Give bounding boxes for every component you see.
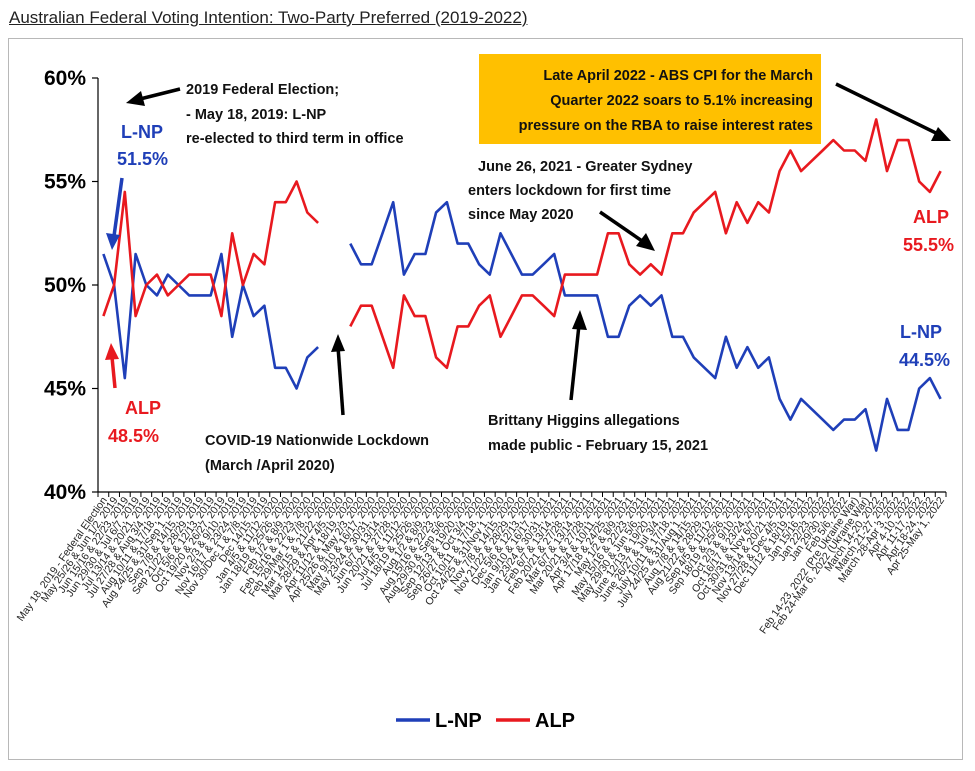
alp-start-arrow — [110, 356, 117, 389]
sydney-arrowhead — [636, 233, 655, 251]
covid-arrow — [336, 346, 345, 416]
cpi-annotation-line-1: Late April 2022 - ABS CPI for the March — [543, 68, 813, 84]
alp-end-label: ALP — [913, 207, 949, 227]
lnp-start-arrowhead — [106, 233, 120, 250]
alp-end-value: 55.5% — [903, 235, 954, 255]
annotation-arrows — [105, 82, 951, 416]
election-arrow — [135, 87, 181, 102]
lnp-start-label: L-NP — [121, 122, 163, 142]
sydney-annotation-line-3: since May 2020 — [468, 207, 574, 223]
series-line-lnp — [102, 200, 942, 452]
lnp-end-label: L-NP — [900, 322, 942, 342]
lnp-end-value: 44.5% — [899, 350, 950, 370]
chart-series — [102, 118, 942, 452]
alp-start-value: 48.5% — [108, 426, 159, 446]
cpi-annotation-line-3: pressure on the RBA to raise interest ra… — [519, 118, 813, 134]
covid-annotation-line-1: COVID-19 Nationwide Lockdown — [205, 433, 429, 449]
y-tick-label: 50% — [44, 274, 86, 297]
higgins-annotation-line-2: made public - February 15, 2021 — [488, 438, 708, 454]
y-axis-ticks: 40% 45% 50% 55% 60% — [44, 67, 98, 504]
y-tick-label: 40% — [44, 481, 86, 504]
election-arrowhead — [126, 91, 145, 106]
page-title: Australian Federal Voting Intention: Two… — [9, 8, 528, 27]
election-annotation-line-3: re-elected to third term in office — [186, 131, 404, 147]
series-line-alp — [102, 118, 942, 370]
alp-start-label: ALP — [125, 398, 161, 418]
y-tick-label: 55% — [44, 171, 86, 194]
lnp-start-value: 51.5% — [117, 149, 168, 169]
chart-frame — [8, 38, 963, 760]
legend: L-NP ALP — [396, 710, 575, 732]
election-annotation-line-1: 2019 Federal Election; — [186, 82, 339, 98]
higgins-arrowhead — [572, 310, 587, 330]
legend-alp-label: ALP — [535, 710, 575, 732]
y-tick-label: 45% — [44, 378, 86, 401]
sydney-arrow — [599, 210, 646, 245]
election-annotation-line-2: - May 18, 2019: L-NP — [186, 107, 327, 123]
sydney-annotation-line-2: enters lockdown for first time — [468, 183, 671, 199]
cpi-arrow — [835, 82, 941, 137]
covid-annotation-line-2: (March /April 2020) — [205, 458, 335, 474]
legend-lnp-label: L-NP — [435, 710, 482, 732]
covid-arrowhead — [331, 334, 345, 352]
cpi-callout-box — [479, 54, 821, 144]
cpi-arrowhead — [931, 127, 951, 141]
higgins-annotation-line-1: Brittany Higgins allegations — [488, 413, 680, 429]
y-tick-label: 60% — [44, 67, 86, 90]
lnp-start-arrow — [112, 177, 124, 237]
sydney-annotation-line-1: June 26, 2021 - Greater Sydney — [478, 159, 692, 175]
alp-start-arrowhead — [105, 343, 119, 360]
higgins-arrow — [569, 324, 581, 401]
cpi-annotation-line-2: Quarter 2022 soars to 5.1% increasing — [550, 93, 813, 109]
